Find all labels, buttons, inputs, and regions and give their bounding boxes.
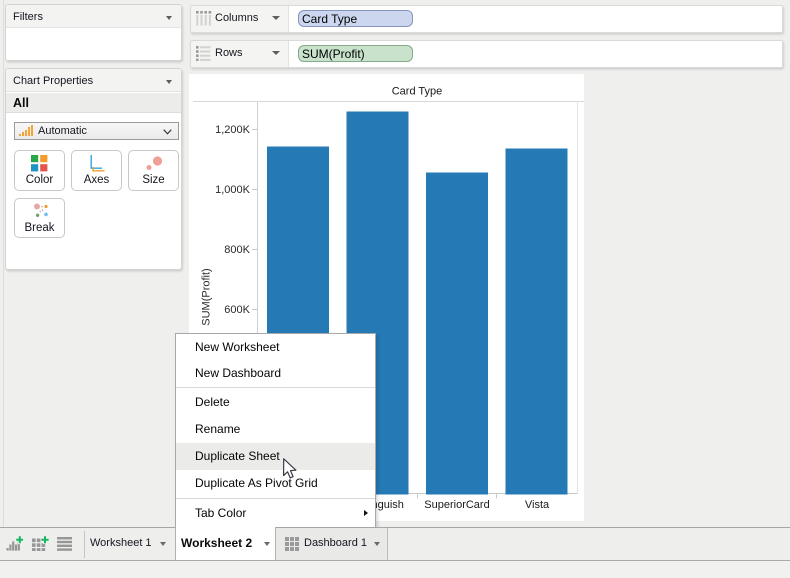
svg-text:Card Type: Card Type [392,86,443,98]
svg-text:SUM(Profit): SUM(Profit) [200,268,212,325]
svg-text:1,200K: 1,200K [215,124,251,136]
svg-text:1,000K: 1,000K [215,184,251,196]
svg-text:800K: 800K [224,244,250,256]
svg-text:600K: 600K [224,304,250,316]
svg-text:Vista: Vista [525,499,550,511]
svg-text:SuperiorCard: SuperiorCard [424,499,489,511]
